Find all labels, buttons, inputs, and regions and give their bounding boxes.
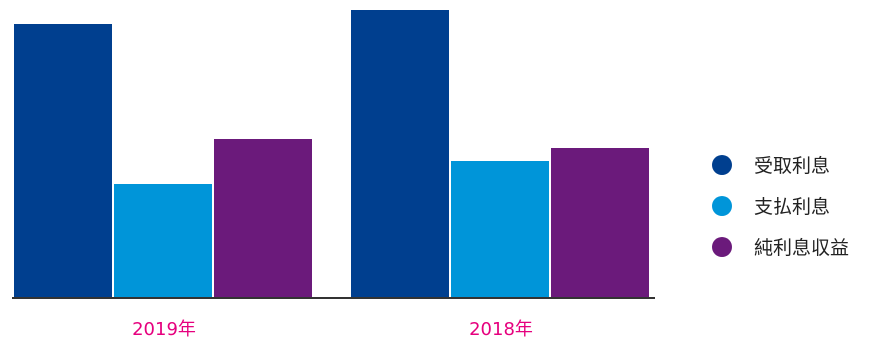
bars-group	[14, 10, 649, 297]
legend-label-paid-interest: 支払利息	[754, 196, 831, 218]
legend-dot-received-interest	[712, 154, 732, 175]
bar-series-1-category-2	[351, 10, 449, 297]
legend-dot-net-interest-income	[712, 236, 732, 257]
bar-series-2-category-1	[114, 184, 212, 297]
legend: 受取利息 支払利息 純利息収益	[712, 144, 877, 267]
legend-item-received-interest: 受取利息	[712, 144, 877, 185]
bar-series-3-category-2	[551, 148, 649, 297]
bar-series-1-category-1	[14, 24, 112, 297]
bar-series-2-category-2	[451, 161, 549, 297]
legend-item-paid-interest: 支払利息	[712, 185, 877, 226]
legend-label-received-interest: 受取利息	[754, 155, 831, 177]
x-tick-labels: 2019年 2018年	[132, 319, 533, 340]
legend-dot-paid-interest	[712, 195, 732, 216]
bar-series-3-category-1	[214, 139, 312, 297]
legend-label-net-interest-income: 純利息収益	[754, 237, 850, 259]
legend-item-net-interest-income: 純利息収益	[712, 226, 877, 267]
x-tick-label-1: 2019年	[132, 319, 196, 340]
x-tick-label-2: 2018年	[469, 319, 533, 340]
